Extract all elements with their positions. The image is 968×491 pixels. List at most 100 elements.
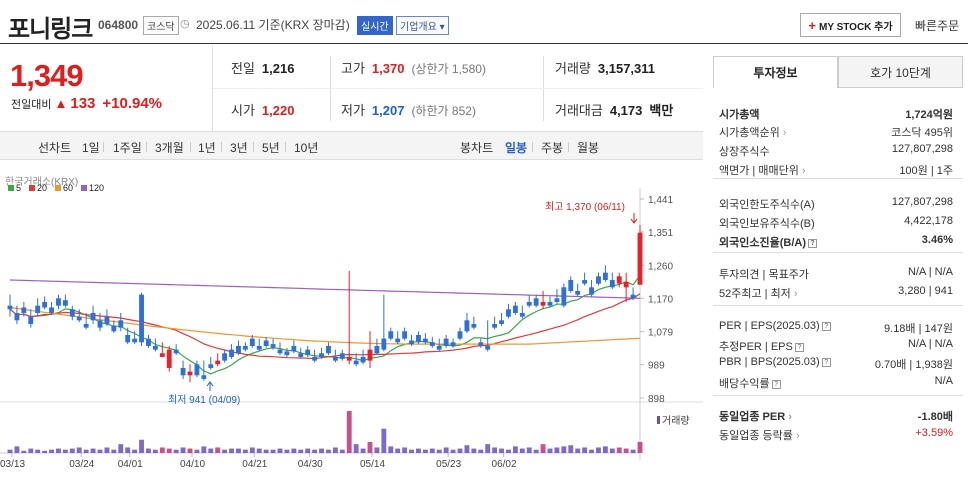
- info-row: 상장주식수 127,807,298: [719, 143, 953, 158]
- candle-body: [256, 345, 262, 350]
- current-price: 1,349: [10, 58, 84, 93]
- volume-bar: [409, 449, 414, 453]
- candle-body: [125, 334, 131, 343]
- low-annotation: 최저 941 (04/09): [168, 394, 240, 406]
- volume-bar: [180, 447, 186, 453]
- ma5-line: [9, 274, 641, 375]
- period-weekly[interactable]: 주봉: [541, 141, 564, 155]
- volume-bar: [374, 447, 380, 453]
- help-icon[interactable]: ?: [808, 238, 817, 248]
- chevron-right-icon[interactable]: ›: [785, 411, 792, 423]
- volume-bar: [291, 448, 297, 453]
- candle-body: [540, 301, 546, 306]
- candle-body: [602, 272, 608, 280]
- volume-bar: [298, 449, 304, 453]
- candle-body: [388, 331, 394, 339]
- candle-body: [139, 294, 144, 343]
- volume-bar: [14, 446, 20, 453]
- chevron-right-icon[interactable]: ›: [779, 127, 787, 139]
- change-label: 전일대비: [11, 98, 52, 111]
- volume-bar: [132, 449, 138, 453]
- tab-orderbook[interactable]: 호가 10단계: [838, 56, 963, 88]
- help-icon[interactable]: ?: [821, 321, 831, 331]
- candle-body: [90, 312, 96, 321]
- quick-order-link[interactable]: 빠른주문: [915, 19, 960, 33]
- info-row: PER | EPS(2025.03)? 9.18배 | 147원: [719, 320, 953, 335]
- candle-body: [312, 356, 318, 361]
- volume-bar: [499, 448, 504, 453]
- help-icon[interactable]: ?: [794, 342, 804, 352]
- info-row: 동일업종 등락률 › +3.59%: [719, 427, 953, 442]
- volume-bar: [187, 448, 193, 453]
- volume-bar: [62, 449, 68, 453]
- period-3y[interactable]: 3년: [230, 141, 248, 155]
- volume-bar: [402, 447, 408, 453]
- tab-invest-info[interactable]: 투자정보: [713, 56, 838, 88]
- candle-body: [319, 353, 324, 357]
- period-monthly[interactable]: 월봉: [577, 141, 600, 155]
- candle-body: [298, 353, 304, 357]
- volume-bar: [146, 448, 151, 453]
- period-daily[interactable]: 일봉: [505, 141, 528, 155]
- volume-bar: [422, 449, 428, 453]
- volume-bar: [118, 444, 124, 453]
- corp-info-dropdown[interactable]: 기업개요 ▾: [396, 16, 449, 35]
- candle-body: [499, 320, 504, 324]
- candle-body: [173, 349, 179, 354]
- y-tick-label: 1,260: [648, 261, 673, 272]
- volume-bar: [623, 448, 629, 453]
- candle-body: [609, 279, 615, 288]
- candle-body: [443, 338, 449, 346]
- candle-body: [616, 276, 622, 284]
- volume-bar: [69, 448, 75, 453]
- line-chart-button[interactable]: 선차트: [38, 141, 72, 155]
- volume-bar: [222, 449, 228, 453]
- volume-bar: [215, 447, 221, 453]
- legend-item-5: 5: [8, 183, 21, 193]
- candle-body: [222, 353, 228, 361]
- add-mystock-button[interactable]: + MY STOCK 추가: [800, 13, 901, 37]
- chevron-right-icon[interactable]: ›: [798, 165, 806, 177]
- candle-body: [346, 356, 352, 361]
- volume-bar: [602, 446, 608, 453]
- candle-body: [561, 287, 567, 306]
- volume-label: 거래량: [662, 415, 690, 427]
- volume-bar: [42, 450, 48, 453]
- volume-bar: [21, 450, 27, 453]
- period-1d[interactable]: 1일: [82, 141, 100, 155]
- period-1y[interactable]: 1년: [198, 141, 216, 155]
- volume-bar: [533, 449, 539, 453]
- candlestick-chart[interactable]: 1,441 1,351 1,260 1,170 1,079 989 898 03/13 03/2…: [0, 170, 703, 491]
- realtime-button[interactable]: 실시간: [357, 16, 393, 35]
- chevron-right-icon[interactable]: ›: [790, 288, 798, 300]
- period-1w[interactable]: 1주일: [113, 141, 142, 155]
- candle-body: [69, 309, 75, 317]
- volume-bar: [83, 449, 89, 453]
- volume-bar: [471, 448, 477, 453]
- period-5y[interactable]: 5년: [262, 141, 280, 155]
- volume-bar: [443, 447, 449, 453]
- x-tick-label: 04/10: [180, 459, 205, 470]
- plus-icon: +: [808, 17, 816, 33]
- info-row: 추정PER | EPS? N/A | N/A: [719, 338, 953, 353]
- x-tick-label: 05/23: [436, 459, 461, 470]
- chevron-right-icon[interactable]: ›: [792, 430, 800, 442]
- candle-body: [526, 301, 532, 306]
- help-icon[interactable]: ?: [821, 357, 831, 367]
- change-percent: +10.94%: [102, 95, 163, 112]
- period-3m[interactable]: 3개월: [155, 141, 184, 155]
- volume-bar: [506, 449, 511, 453]
- volume-bar: [554, 447, 560, 453]
- volume-bar: [56, 448, 61, 453]
- candle-body: [422, 338, 428, 343]
- change-line: 전일대비 ▲ 133 +10.94%: [11, 95, 162, 112]
- period-10y[interactable]: 10년: [294, 141, 319, 155]
- candle-body: [519, 312, 525, 317]
- candle-body: [201, 375, 207, 379]
- volume-bar: [263, 449, 269, 453]
- help-icon[interactable]: ?: [771, 379, 781, 389]
- volume-bar: [616, 447, 622, 453]
- candle-chart-label[interactable]: 봉차트: [460, 141, 494, 155]
- info-row: 시가총액 1,724억원: [719, 109, 953, 121]
- volume-bar: [312, 449, 318, 453]
